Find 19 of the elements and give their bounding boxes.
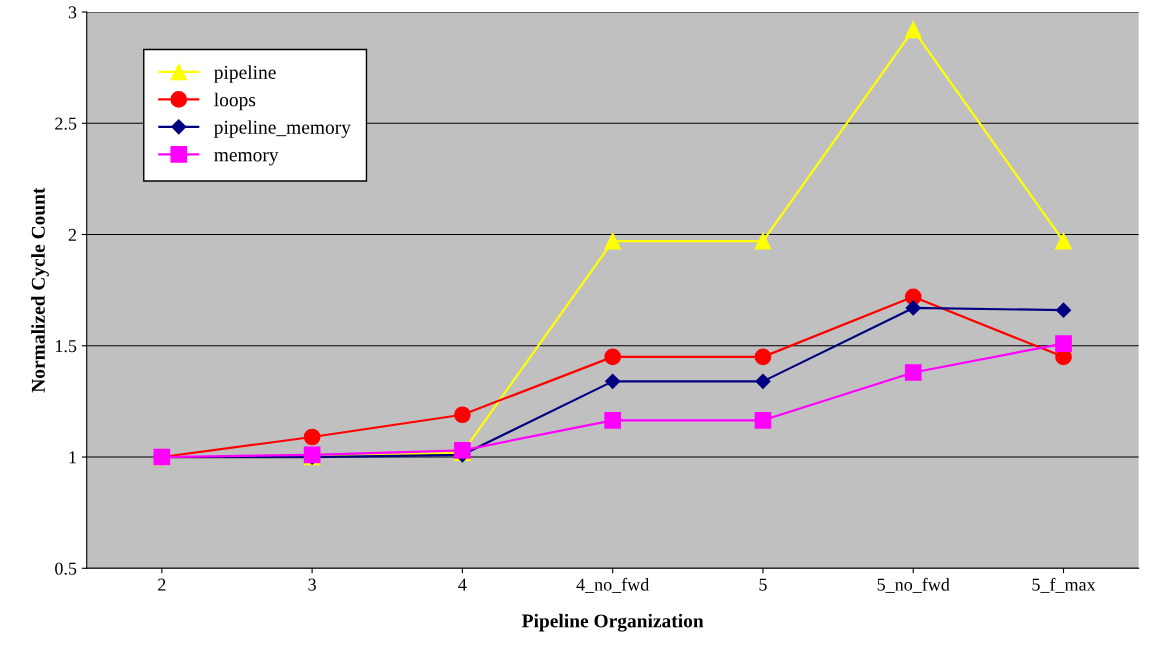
x-tick-label: 2 — [158, 578, 166, 591]
x-tick-label: 3 — [308, 578, 316, 591]
x-axis-title: Pipeline Organization — [522, 613, 704, 632]
legend-label: loops — [214, 92, 256, 111]
y-axis-title: Normalized Cycle Count — [31, 187, 49, 393]
x-tick-label: 5_f_max — [1032, 577, 1096, 593]
legend-label: pipeline_memory — [214, 120, 351, 138]
legend-label: memory — [214, 152, 279, 166]
y-tick-label: 2 — [68, 228, 76, 241]
x-tick-label: 4 — [458, 578, 467, 591]
y-tick-label: 3 — [68, 6, 77, 19]
y-tick-label: 1.5 — [56, 340, 77, 353]
y-tick-label: 1 — [69, 451, 76, 464]
y-tick-label: 0.5 — [55, 562, 77, 575]
x-tick-label: 5 — [759, 578, 767, 591]
x-tick-label: 4_no_fwd — [576, 577, 650, 593]
legend-label: pipeline — [214, 65, 276, 83]
y-tick-label: 2.5 — [55, 117, 77, 130]
x-tick-label: 5_no_fwd — [877, 577, 950, 593]
